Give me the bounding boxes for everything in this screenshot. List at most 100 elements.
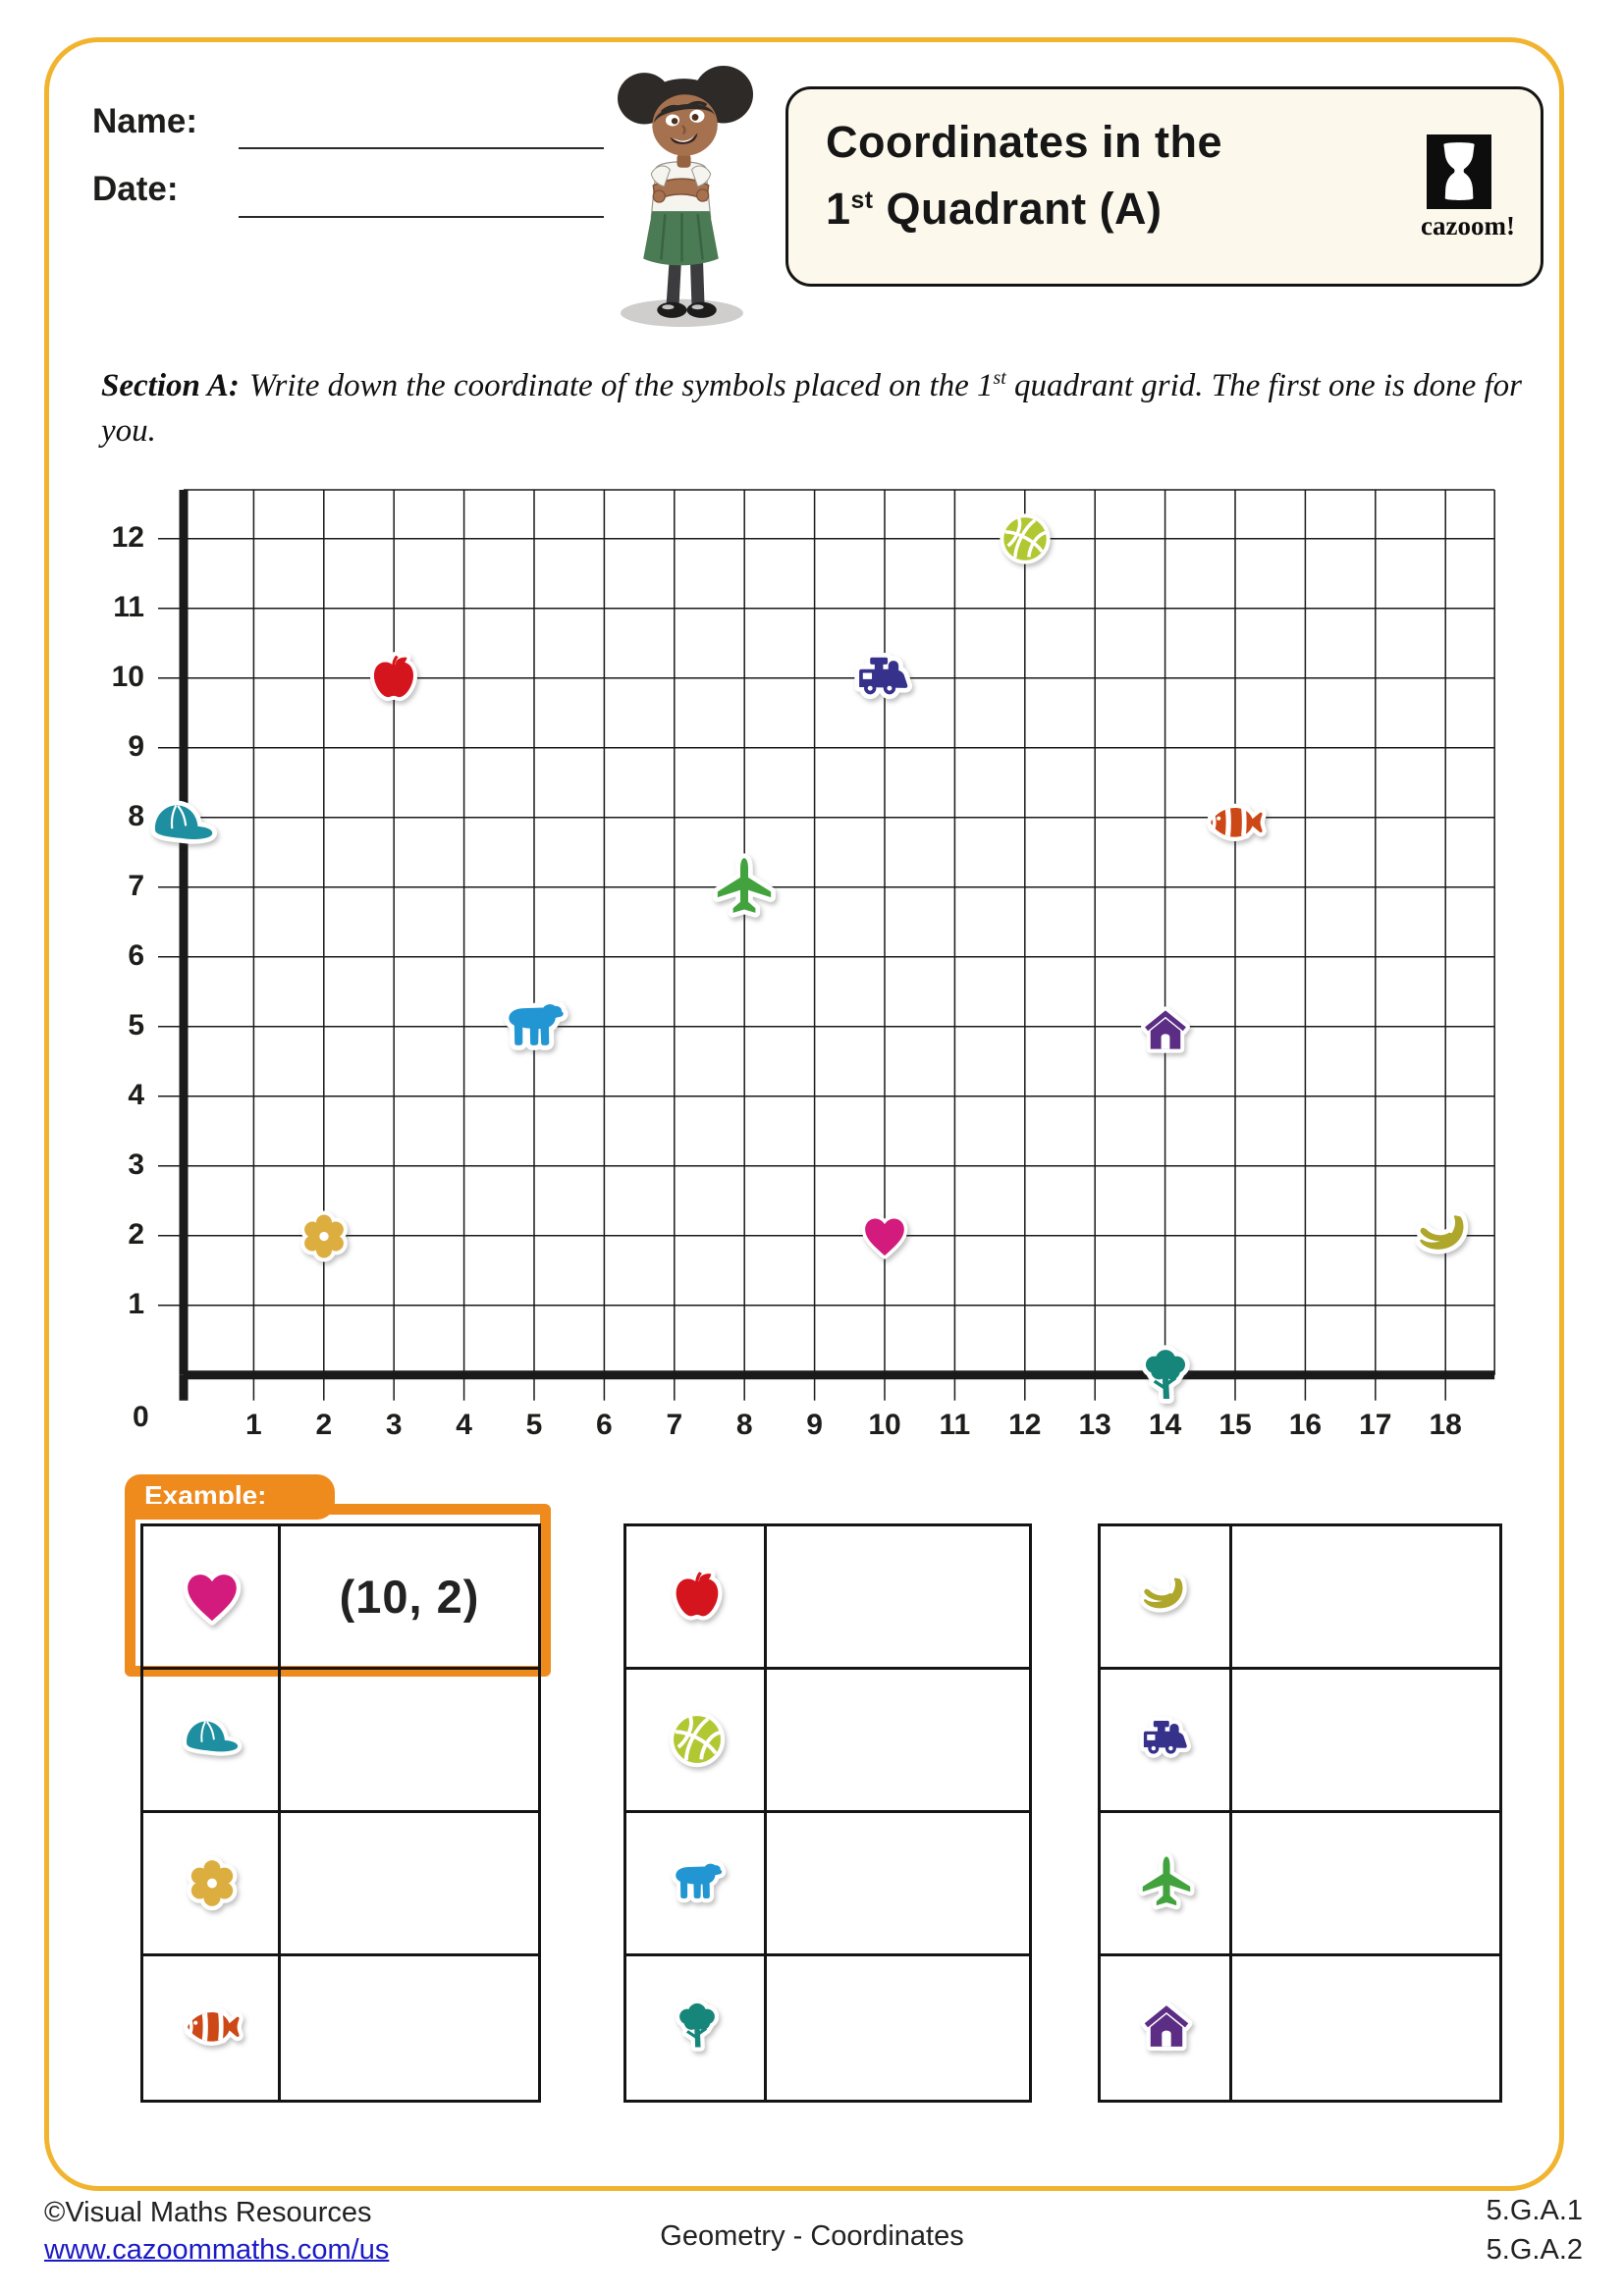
x-axis-label-12: 12: [1008, 1409, 1042, 1441]
title-box: Coordinates in the 1st Quadrant (A) cazo…: [785, 86, 1543, 287]
date-label: Date:: [92, 170, 179, 208]
house-icon: [1134, 1994, 1199, 2058]
page-border: [44, 37, 1564, 2191]
symbol-cell-tree: [626, 1956, 767, 2100]
grid-symbol-fish: [1203, 789, 1268, 854]
x-axis-label-18: 18: [1429, 1409, 1462, 1441]
table-row: [1101, 1526, 1499, 1670]
student-girl-illustration: [617, 66, 754, 327]
answer-cell: [767, 1813, 1029, 1953]
heart-icon: [178, 1562, 246, 1630]
footer-standard-1: 5.G.A.1: [1486, 2195, 1583, 2226]
symbol-cell-basketball: [626, 1670, 767, 1810]
banana-icon: [1134, 1564, 1199, 1629]
x-axis-label-2: 2: [315, 1409, 333, 1441]
x-axis-label-16: 16: [1288, 1409, 1323, 1441]
x-axis-label-17: 17: [1359, 1409, 1392, 1441]
symbol-cell-apple: [626, 1526, 767, 1667]
x-axis-label-13: 13: [1078, 1409, 1111, 1441]
y-axis-label-12: 12: [111, 521, 144, 554]
x-axis-label-6: 6: [596, 1409, 613, 1441]
table-row: [626, 1670, 1029, 1813]
symbol-cell-banana: [1101, 1526, 1232, 1667]
table-row: [143, 1813, 538, 1956]
footer-website-link[interactable]: www.cazoommaths.com/us: [44, 2234, 390, 2266]
y-axis-label-8: 8: [128, 800, 144, 832]
name-label: Name:: [92, 102, 197, 140]
cazoom-drum-icon: [1427, 134, 1491, 209]
symbol-cell-plane: [1101, 1813, 1232, 1953]
answer-cell: [1232, 1813, 1499, 1953]
symbol-cell-fish: [143, 1956, 281, 2100]
x-axis-label-4: 4: [456, 1409, 472, 1441]
grid-symbol-heart: [857, 1208, 912, 1263]
cazoom-logo-text: cazoom!: [1421, 211, 1515, 240]
x-axis-label-14: 14: [1148, 1409, 1182, 1441]
plane-icon: [1134, 1850, 1199, 1915]
x-axis-label-1: 1: [245, 1409, 262, 1441]
section-a-instruction: Section A: Write down the coordinate of t…: [101, 367, 1523, 449]
x-axis-label-5: 5: [525, 1409, 543, 1441]
table-row: [143, 1956, 538, 2100]
answer-cell: [281, 1670, 538, 1810]
x-axis-label-11: 11: [939, 1409, 971, 1441]
x-axis-label-10: 10: [868, 1409, 901, 1441]
grid-symbol-train: [848, 642, 921, 715]
grid-symbol-plane: [708, 851, 781, 924]
x-axis-label-9: 9: [806, 1409, 823, 1441]
x-axis-label-3: 3: [385, 1409, 403, 1441]
example-answer-cell: (10, 2): [339, 1571, 480, 1623]
table-row: [1101, 1813, 1499, 1956]
fish-icon: [180, 1994, 244, 2058]
x-axis-label-7: 7: [666, 1409, 683, 1441]
symbol-cell-train: [1101, 1670, 1232, 1810]
cazoom-logo: cazoom!: [1421, 134, 1515, 241]
x-axis-label-15: 15: [1218, 1409, 1252, 1441]
answer-cell: [1232, 1956, 1499, 2100]
answer-cell: [281, 1956, 538, 2100]
answer-cell: [767, 1670, 1029, 1810]
train-icon: [1134, 1707, 1199, 1772]
symbol-cell-heart: [143, 1526, 281, 1667]
answer-cell: [281, 1813, 538, 1953]
grid-symbol-cap: [147, 789, 220, 862]
y-axis-label-1: 1: [128, 1288, 144, 1320]
answer-table-3: [1098, 1523, 1502, 2103]
grid-symbol-banana: [1409, 1200, 1482, 1272]
table-row: [626, 1813, 1029, 1956]
y-axis-label-2: 2: [128, 1218, 144, 1251]
date-line: [239, 216, 604, 218]
footer-copyright: ©Visual Maths Resources: [44, 2197, 372, 2228]
y-axis-label-3: 3: [128, 1148, 144, 1181]
name-line: [239, 147, 604, 149]
worksheet-title: Coordinates in the 1st Quadrant (A): [826, 117, 1223, 234]
bear-icon: [665, 1850, 730, 1915]
table-row: [626, 1526, 1029, 1670]
grid-symbol-basketball: [996, 509, 1055, 568]
basketball-icon: [665, 1707, 730, 1772]
grid-symbol-bear: [496, 988, 572, 1065]
table-row: [1101, 1670, 1499, 1813]
tree-icon: [665, 1994, 730, 2058]
answer-table-2: [623, 1523, 1032, 2103]
answer-cell: [767, 1956, 1029, 2100]
table-row: [1101, 1956, 1499, 2100]
example-tab: Example:: [125, 1474, 335, 1520]
x-axis-label-8: 8: [735, 1409, 753, 1441]
answer-cell: [1232, 1526, 1499, 1667]
flower-icon: [180, 1850, 244, 1915]
y-axis-label-11: 11: [113, 591, 144, 623]
y-axis-label-7: 7: [128, 870, 144, 902]
y-axis-label-4: 4: [128, 1079, 144, 1111]
origin-label: 0: [133, 1401, 149, 1433]
y-axis-label-5: 5: [128, 1009, 144, 1041]
grid-lines: [158, 489, 1495, 1401]
answer-cell: [1232, 1670, 1499, 1810]
symbol-cell-cap: [143, 1670, 281, 1810]
table-row: [626, 1956, 1029, 2100]
footer-standard-2: 5.G.A.2: [1486, 2234, 1583, 2266]
y-axis-label-10: 10: [111, 661, 144, 693]
footer-topic: Geometry - Coordinates: [660, 2220, 964, 2252]
grid-symbol-flower: [294, 1205, 354, 1266]
